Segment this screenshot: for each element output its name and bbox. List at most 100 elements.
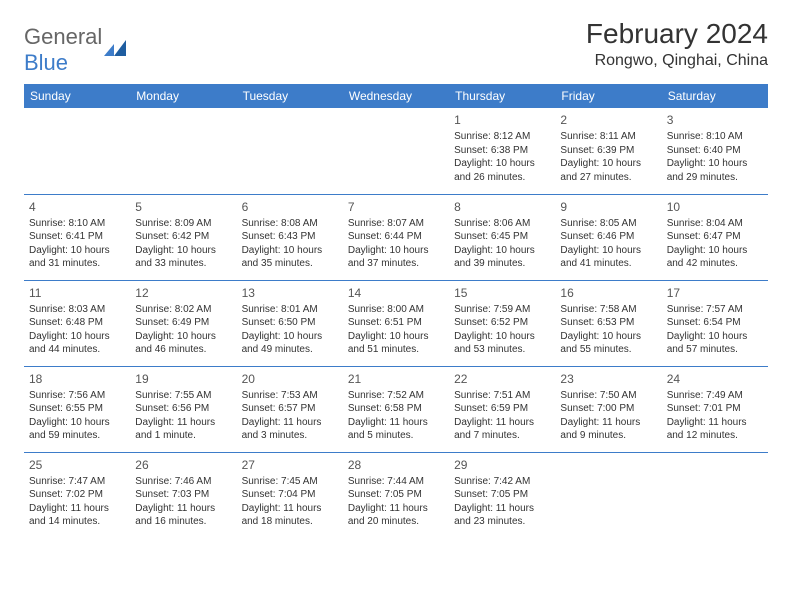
daylight-text: and 3 minutes. (242, 429, 338, 443)
sunrise-text: Sunrise: 7:49 AM (667, 389, 763, 403)
calendar-day-cell: 14Sunrise: 8:00 AMSunset: 6:51 PMDayligh… (343, 280, 449, 366)
daylight-text: and 5 minutes. (348, 429, 444, 443)
day-number: 5 (135, 199, 231, 215)
sunset-text: Sunset: 6:55 PM (29, 402, 125, 416)
day-number: 28 (348, 457, 444, 473)
calendar-day-cell: 20Sunrise: 7:53 AMSunset: 6:57 PMDayligh… (237, 366, 343, 452)
daylight-text: and 23 minutes. (454, 515, 550, 529)
sunset-text: Sunset: 6:39 PM (560, 144, 656, 158)
weekday-header: Sunday (24, 84, 130, 108)
sunrise-text: Sunrise: 8:01 AM (242, 303, 338, 317)
daylight-text: and 1 minute. (135, 429, 231, 443)
sunset-text: Sunset: 6:58 PM (348, 402, 444, 416)
daylight-text: and 14 minutes. (29, 515, 125, 529)
weekday-header: Wednesday (343, 84, 449, 108)
sunrise-text: Sunrise: 7:51 AM (454, 389, 550, 403)
daylight-text: Daylight: 10 hours (242, 330, 338, 344)
daylight-text: and 29 minutes. (667, 171, 763, 185)
page-header: General Blue February 2024 Rongwo, Qingh… (24, 18, 768, 76)
calendar-day-cell: 9Sunrise: 8:05 AMSunset: 6:46 PMDaylight… (555, 194, 661, 280)
daylight-text: Daylight: 10 hours (667, 157, 763, 171)
sunset-text: Sunset: 6:40 PM (667, 144, 763, 158)
weekday-header-row: SundayMondayTuesdayWednesdayThursdayFrid… (24, 84, 768, 108)
daylight-text: Daylight: 10 hours (135, 330, 231, 344)
daylight-text: and 57 minutes. (667, 343, 763, 357)
sunrise-text: Sunrise: 7:46 AM (135, 475, 231, 489)
calendar-day-cell: 23Sunrise: 7:50 AMSunset: 7:00 PMDayligh… (555, 366, 661, 452)
sunset-text: Sunset: 6:57 PM (242, 402, 338, 416)
calendar-day-cell: 17Sunrise: 7:57 AMSunset: 6:54 PMDayligh… (662, 280, 768, 366)
day-number: 21 (348, 371, 444, 387)
sunrise-text: Sunrise: 8:04 AM (667, 217, 763, 231)
day-number: 19 (135, 371, 231, 387)
calendar-day-cell: 6Sunrise: 8:08 AMSunset: 6:43 PMDaylight… (237, 194, 343, 280)
sunrise-text: Sunrise: 8:12 AM (454, 130, 550, 144)
sunrise-text: Sunrise: 8:10 AM (29, 217, 125, 231)
sunrise-text: Sunrise: 7:55 AM (135, 389, 231, 403)
logo-flag-icon (104, 40, 132, 60)
calendar-day-cell: 11Sunrise: 8:03 AMSunset: 6:48 PMDayligh… (24, 280, 130, 366)
daylight-text: and 27 minutes. (560, 171, 656, 185)
day-number: 4 (29, 199, 125, 215)
calendar-day-cell: 12Sunrise: 8:02 AMSunset: 6:49 PMDayligh… (130, 280, 236, 366)
sunrise-text: Sunrise: 8:02 AM (135, 303, 231, 317)
day-number: 23 (560, 371, 656, 387)
sunset-text: Sunset: 6:54 PM (667, 316, 763, 330)
daylight-text: Daylight: 11 hours (560, 416, 656, 430)
calendar-day-cell: 1Sunrise: 8:12 AMSunset: 6:38 PMDaylight… (449, 108, 555, 194)
daylight-text: and 53 minutes. (454, 343, 550, 357)
day-number: 29 (454, 457, 550, 473)
day-number: 1 (454, 112, 550, 128)
calendar-day-cell: 16Sunrise: 7:58 AMSunset: 6:53 PMDayligh… (555, 280, 661, 366)
sunset-text: Sunset: 6:53 PM (560, 316, 656, 330)
day-number: 11 (29, 285, 125, 301)
sunrise-text: Sunrise: 7:53 AM (242, 389, 338, 403)
daylight-text: Daylight: 11 hours (454, 416, 550, 430)
sunrise-text: Sunrise: 8:09 AM (135, 217, 231, 231)
daylight-text: and 55 minutes. (560, 343, 656, 357)
daylight-text: and 59 minutes. (29, 429, 125, 443)
calendar-page: General Blue February 2024 Rongwo, Qingh… (0, 0, 792, 556)
sunrise-text: Sunrise: 7:59 AM (454, 303, 550, 317)
sunset-text: Sunset: 6:38 PM (454, 144, 550, 158)
daylight-text: Daylight: 11 hours (348, 416, 444, 430)
sunrise-text: Sunrise: 8:00 AM (348, 303, 444, 317)
daylight-text: and 41 minutes. (560, 257, 656, 271)
day-number: 7 (348, 199, 444, 215)
calendar-day-cell: 27Sunrise: 7:45 AMSunset: 7:04 PMDayligh… (237, 452, 343, 538)
month-title: February 2024 (586, 18, 768, 50)
daylight-text: and 35 minutes. (242, 257, 338, 271)
daylight-text: and 39 minutes. (454, 257, 550, 271)
title-block: February 2024 Rongwo, Qinghai, China (586, 18, 768, 70)
day-number: 15 (454, 285, 550, 301)
daylight-text: Daylight: 10 hours (667, 330, 763, 344)
calendar-day-cell (555, 452, 661, 538)
day-number: 26 (135, 457, 231, 473)
day-number: 8 (454, 199, 550, 215)
daylight-text: Daylight: 10 hours (348, 244, 444, 258)
sunset-text: Sunset: 6:47 PM (667, 230, 763, 244)
daylight-text: and 12 minutes. (667, 429, 763, 443)
sunset-text: Sunset: 6:46 PM (560, 230, 656, 244)
day-number: 14 (348, 285, 444, 301)
daylight-text: Daylight: 11 hours (454, 502, 550, 516)
daylight-text: Daylight: 11 hours (667, 416, 763, 430)
calendar-day-cell (130, 108, 236, 194)
day-number: 24 (667, 371, 763, 387)
daylight-text: and 16 minutes. (135, 515, 231, 529)
sunset-text: Sunset: 7:04 PM (242, 488, 338, 502)
daylight-text: and 44 minutes. (29, 343, 125, 357)
calendar-day-cell: 4Sunrise: 8:10 AMSunset: 6:41 PMDaylight… (24, 194, 130, 280)
location-subtitle: Rongwo, Qinghai, China (586, 52, 768, 70)
day-number: 13 (242, 285, 338, 301)
calendar-day-cell (24, 108, 130, 194)
daylight-text: and 31 minutes. (29, 257, 125, 271)
day-number: 9 (560, 199, 656, 215)
calendar-day-cell: 5Sunrise: 8:09 AMSunset: 6:42 PMDaylight… (130, 194, 236, 280)
calendar-week-row: 11Sunrise: 8:03 AMSunset: 6:48 PMDayligh… (24, 280, 768, 366)
daylight-text: Daylight: 10 hours (29, 330, 125, 344)
daylight-text: Daylight: 11 hours (135, 416, 231, 430)
sunrise-text: Sunrise: 7:50 AM (560, 389, 656, 403)
weekday-header: Friday (555, 84, 661, 108)
daylight-text: Daylight: 10 hours (29, 416, 125, 430)
